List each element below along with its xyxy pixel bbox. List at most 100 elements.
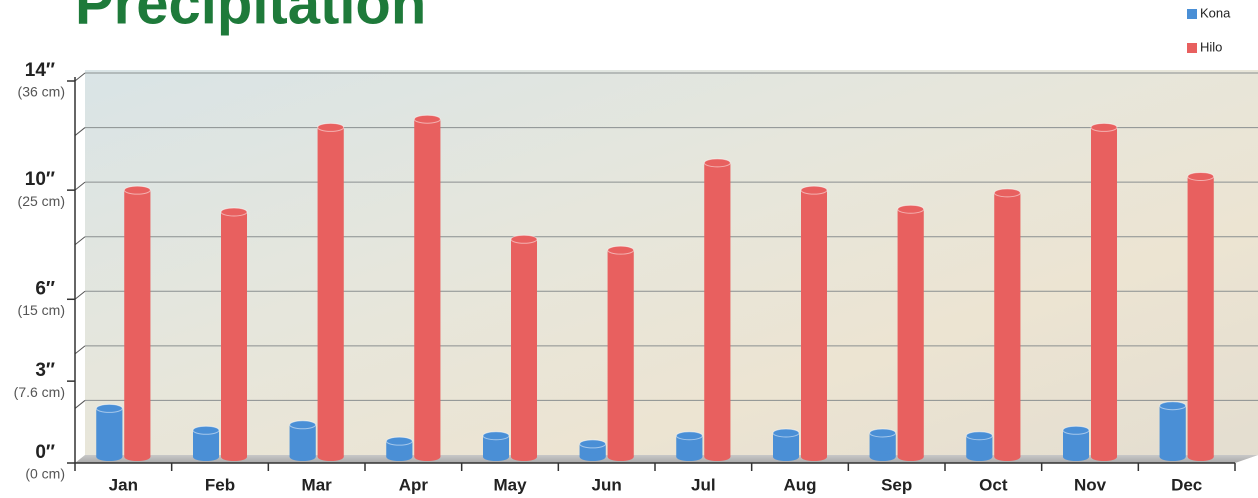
bar-cap	[966, 432, 992, 440]
bar-cap	[676, 432, 702, 440]
bar-base	[124, 453, 150, 461]
page: Precipitation Kona Hilo 0″ (0 cm) 3″ (7.6 cm…	[0, 0, 1258, 498]
bar-cap	[1063, 426, 1089, 434]
x-tick-label: Dec	[1171, 475, 1202, 494]
grid-line-side	[75, 182, 85, 190]
bar-base	[580, 453, 606, 461]
grid-line-side	[75, 128, 85, 136]
bar-cap	[221, 208, 247, 216]
y-tick-label: 3″	[35, 360, 55, 381]
bar	[1160, 406, 1186, 457]
y-tick-sublabel: (0 cm)	[25, 466, 65, 482]
chart: Precipitation Kona Hilo 0″ (0 cm) 3″ (7.6 cm…	[0, 0, 1258, 498]
bar-base	[608, 453, 634, 461]
bar-cap	[870, 429, 896, 437]
bar	[898, 209, 924, 457]
y-tick-sublabel: (15 cm)	[18, 302, 65, 318]
bar-base	[801, 453, 827, 461]
bar	[1091, 127, 1117, 457]
bar	[318, 127, 344, 457]
bar-base	[1091, 453, 1117, 461]
bar-cap	[386, 437, 412, 445]
bar-base	[994, 453, 1020, 461]
legend-swatch	[1187, 9, 1197, 19]
grid-line-side	[75, 291, 85, 299]
bar-cap	[193, 426, 219, 434]
grid-line-side	[75, 346, 85, 354]
bar	[608, 250, 634, 457]
bar-cap	[290, 421, 316, 429]
x-tick-label: Jul	[691, 475, 716, 494]
bar-base	[483, 453, 509, 461]
bar-cap	[96, 404, 122, 412]
bar-base	[870, 453, 896, 461]
x-tick-label: Jun	[592, 475, 622, 494]
bar-cap	[511, 235, 537, 243]
bar	[124, 190, 150, 457]
bar-base	[1063, 453, 1089, 461]
bar-cap	[704, 159, 730, 167]
y-tick-sublabel: (25 cm)	[18, 193, 65, 209]
legend-label: Hilo	[1200, 39, 1222, 54]
grid-line-side	[75, 73, 85, 81]
grid-line-side	[75, 237, 85, 245]
bar-base	[1188, 453, 1214, 461]
x-tick-label: Nov	[1074, 475, 1107, 494]
bar	[994, 193, 1020, 457]
grid-line-side	[75, 400, 85, 408]
bar-base	[290, 453, 316, 461]
y-tick-label: 6″	[35, 278, 55, 299]
bar-cap	[414, 115, 440, 123]
y-tick-label: 10″	[25, 169, 55, 190]
bar	[704, 163, 730, 457]
x-tick-label: Oct	[979, 475, 1008, 494]
bar-base	[386, 453, 412, 461]
bar-cap	[483, 432, 509, 440]
bar	[1188, 177, 1214, 458]
bar	[801, 190, 827, 457]
bar-cap	[801, 186, 827, 194]
bar-base	[704, 453, 730, 461]
y-tick-label: 0″	[35, 442, 55, 463]
bar-base	[414, 453, 440, 461]
bar-cap	[994, 189, 1020, 197]
bar-cap	[580, 440, 606, 448]
bar-base	[966, 453, 992, 461]
y-tick-sublabel: (36 cm)	[18, 84, 65, 100]
bar	[414, 119, 440, 457]
bar-cap	[124, 186, 150, 194]
bar-cap	[1091, 123, 1117, 131]
legend-label: Kona	[1200, 5, 1231, 20]
bar-cap	[773, 429, 799, 437]
y-tick-sublabel: (7.6 cm)	[14, 384, 65, 400]
bar-base	[193, 453, 219, 461]
x-tick-label: May	[493, 475, 527, 494]
bar-base	[1160, 453, 1186, 461]
bar-base	[221, 453, 247, 461]
x-tick-label: Aug	[783, 475, 816, 494]
x-tick-label: Sep	[881, 475, 912, 494]
x-tick-label: Feb	[205, 475, 235, 494]
x-tick-label: Mar	[302, 475, 333, 494]
bar-base	[318, 453, 344, 461]
bar	[511, 239, 537, 457]
x-tick-label: Jan	[109, 475, 138, 494]
bar-base	[676, 453, 702, 461]
bar	[290, 425, 316, 457]
bar-base	[898, 453, 924, 461]
bar-cap	[608, 246, 634, 254]
bar-cap	[898, 205, 924, 213]
bar-cap	[1160, 402, 1186, 410]
bar-base	[773, 453, 799, 461]
bar	[96, 408, 122, 457]
plot-background	[75, 70, 1258, 463]
bar	[221, 212, 247, 457]
bar-base	[511, 453, 537, 461]
bar-cap	[318, 123, 344, 131]
y-tick-label: 14″	[25, 60, 55, 81]
chart-title: Precipitation	[75, 0, 426, 36]
legend: Kona Hilo	[1187, 5, 1231, 54]
x-tick-label: Apr	[399, 475, 429, 494]
bar-cap	[1188, 173, 1214, 181]
legend-swatch	[1187, 43, 1197, 53]
